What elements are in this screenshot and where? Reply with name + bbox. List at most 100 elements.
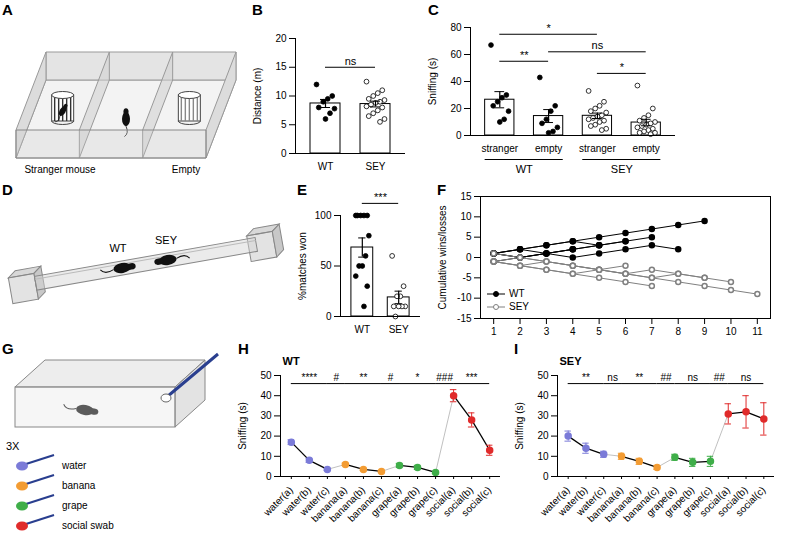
svg-text:**: ** [635, 372, 643, 383]
svg-text:10: 10 [460, 211, 472, 222]
svg-text:20: 20 [260, 430, 272, 441]
svg-text:5: 5 [281, 119, 287, 130]
svg-text:grape(a): grape(a) [368, 484, 404, 519]
svg-text:20: 20 [450, 103, 462, 114]
svg-text:3: 3 [544, 326, 550, 337]
svg-text:0: 0 [466, 252, 472, 263]
svg-text:##: ## [714, 372, 726, 383]
svg-text:banana(c): banana(c) [345, 484, 386, 524]
svg-text:ns: ns [741, 372, 752, 383]
svg-text:stranger: stranger [481, 143, 518, 154]
svg-text:8: 8 [675, 326, 681, 337]
svg-text:Sniffing (s): Sniffing (s) [514, 402, 525, 450]
svg-text:ns: ns [607, 372, 618, 383]
svg-text:SEY: SEY [365, 161, 385, 172]
svg-text:10: 10 [260, 451, 272, 462]
svg-text:banana(b): banana(b) [327, 484, 368, 525]
svg-text:water: water [61, 460, 87, 471]
svg-text:4: 4 [570, 326, 576, 337]
svg-text:20: 20 [275, 33, 287, 44]
svg-text:9: 9 [702, 326, 708, 337]
svg-text:Empty: Empty [172, 164, 200, 175]
svg-text:empty: empty [633, 143, 660, 154]
svg-text:10: 10 [537, 451, 549, 462]
svg-text:ns: ns [687, 372, 698, 383]
svg-text:SEY: SEY [560, 355, 583, 367]
svg-text:**: ** [360, 372, 368, 383]
svg-text:###: ### [436, 372, 453, 383]
svg-text:WT: WT [355, 324, 371, 335]
svg-text:***: *** [466, 372, 478, 383]
svg-text:Sniffing (s): Sniffing (s) [427, 58, 438, 106]
svg-text:social(c): social(c) [459, 484, 493, 518]
svg-text:banana(a): banana(a) [309, 484, 350, 525]
svg-text:Distance (m): Distance (m) [252, 68, 263, 125]
svg-text:30: 30 [260, 410, 272, 421]
svg-text:**: ** [582, 372, 590, 383]
svg-text:0: 0 [543, 471, 549, 482]
svg-text:grape(b): grape(b) [386, 484, 422, 519]
svg-text:%matches won: %matches won [297, 232, 308, 300]
svg-text:ns: ns [592, 39, 604, 51]
svg-text:0: 0 [281, 148, 287, 159]
svg-text:40: 40 [260, 390, 272, 401]
svg-text:80: 80 [450, 22, 462, 33]
svg-text:0: 0 [266, 471, 272, 482]
svg-text:WT: WT [109, 242, 126, 254]
svg-text:10: 10 [275, 90, 287, 101]
svg-text:*: * [416, 372, 420, 383]
svg-text:15: 15 [460, 191, 472, 202]
svg-text:6: 6 [623, 326, 629, 337]
svg-text:banana: banana [62, 480, 96, 491]
svg-text:WT: WT [283, 355, 300, 367]
svg-text:5: 5 [466, 231, 472, 242]
svg-text:5: 5 [596, 326, 602, 337]
svg-text:*: * [546, 22, 551, 34]
svg-text:*: * [620, 61, 625, 73]
svg-text:40: 40 [537, 390, 549, 401]
svg-text:social(c): social(c) [733, 484, 767, 518]
svg-text:banana(a): banana(a) [585, 484, 626, 525]
svg-text:-10: -10 [457, 292, 472, 303]
svg-text:100: 100 [315, 210, 332, 221]
svg-text:40: 40 [450, 76, 462, 87]
svg-text:-5: -5 [463, 272, 472, 283]
svg-text:SEY: SEY [611, 163, 634, 175]
svg-text:#: # [334, 372, 340, 383]
svg-text:**: ** [520, 49, 529, 61]
svg-text:***: *** [374, 191, 388, 203]
svg-text:SEY: SEY [389, 324, 409, 335]
svg-text:##: ## [660, 372, 672, 383]
svg-text:60: 60 [450, 49, 462, 60]
svg-text:#: # [388, 372, 394, 383]
svg-text:50: 50 [260, 370, 272, 381]
svg-text:0: 0 [456, 130, 462, 141]
svg-text:1: 1 [491, 326, 497, 337]
svg-text:social swab: social swab [62, 520, 114, 531]
svg-text:empty: empty [535, 143, 562, 154]
svg-text:7: 7 [649, 326, 655, 337]
svg-text:-15: -15 [457, 313, 472, 324]
svg-text:10: 10 [725, 326, 737, 337]
svg-text:50: 50 [537, 370, 549, 381]
svg-text:stranger: stranger [579, 143, 616, 154]
svg-text:grape: grape [62, 500, 88, 511]
svg-text:30: 30 [537, 410, 549, 421]
svg-text:WT: WT [318, 161, 334, 172]
svg-text:3X: 3X [6, 440, 20, 452]
svg-text:11: 11 [752, 326, 763, 337]
svg-text:Stranger mouse: Stranger mouse [24, 164, 96, 175]
svg-text:20: 20 [537, 430, 549, 441]
svg-text:SEY: SEY [155, 234, 178, 246]
svg-text:Sniffing (s): Sniffing (s) [237, 402, 248, 450]
svg-text:2: 2 [517, 326, 523, 337]
svg-text:50: 50 [320, 260, 332, 271]
svg-text:banana(b): banana(b) [603, 484, 643, 525]
svg-text:WT: WT [516, 163, 533, 175]
svg-text:Cumulative wins/losses: Cumulative wins/losses [437, 206, 448, 310]
svg-text:ns: ns [345, 55, 357, 67]
svg-text:banana(c): banana(c) [621, 484, 661, 524]
svg-text:****: **** [302, 372, 318, 383]
svg-text:15: 15 [275, 61, 287, 72]
svg-text:0: 0 [326, 311, 332, 322]
